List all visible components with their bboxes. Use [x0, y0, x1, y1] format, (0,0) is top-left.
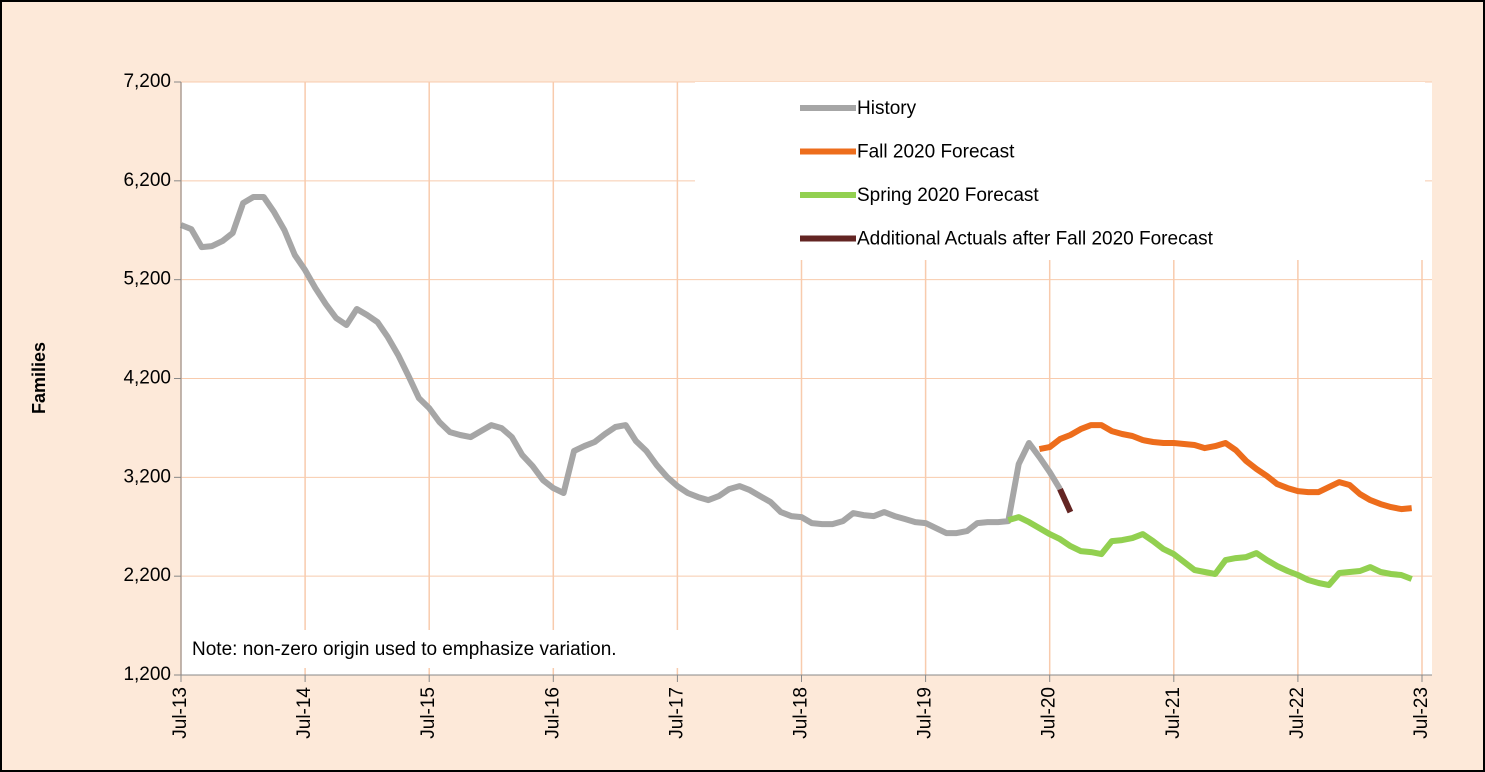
series-line: [1057, 487, 1074, 514]
legend: History Fall 2020 Forecast Spring 2020 For…: [800, 98, 1214, 250]
annotation-box: [185, 630, 745, 668]
y-tick-label: 1,200: [123, 664, 171, 685]
legend-label: Fall 2020 Forecast: [857, 142, 1015, 163]
legend-label: History: [857, 98, 917, 119]
y-tick-label: 7,200: [123, 71, 171, 92]
series-line: [179, 194, 1063, 537]
x-tick-label: Jul-19: [915, 687, 936, 739]
series-line: [1007, 514, 1413, 589]
x-tick-label: Jul-22: [1287, 687, 1308, 739]
axes: 1,200 2,200 3,200 4,200 5,200 6,200 7,200 Jul-1…: [123, 71, 1432, 739]
x-tick-label: Jul-18: [791, 687, 812, 739]
y-tick-label: 5,200: [123, 269, 171, 290]
y-tick-label: 4,200: [123, 368, 171, 389]
x-tick-label: Jul-17: [666, 687, 687, 739]
x-tick-label: Jul-23: [1411, 687, 1432, 739]
x-tick-label: Jul-21: [1163, 687, 1184, 739]
x-tick-label: Jul-16: [542, 687, 563, 739]
y-tick-label: 6,200: [123, 170, 171, 191]
y-tick-label: 2,200: [123, 565, 171, 586]
y-tick-label: 3,200: [123, 466, 171, 487]
series-lines: [179, 194, 1413, 589]
series-line: [1038, 422, 1412, 513]
y-axis-title: Families: [29, 342, 49, 414]
x-tick-label: Jul-13: [170, 687, 191, 739]
x-tick-label: Jul-14: [294, 687, 315, 739]
annotation: Note: non-zero origin used to emphasize …: [192, 639, 617, 660]
legend-label: Spring 2020 Forecast: [857, 185, 1039, 206]
legend-box: [695, 82, 1425, 260]
legend-label: Additional Actuals after Fall 2020 Forec…: [857, 229, 1214, 250]
x-tick-label: Jul-15: [418, 687, 439, 739]
x-tick-label: Jul-20: [1039, 687, 1060, 739]
